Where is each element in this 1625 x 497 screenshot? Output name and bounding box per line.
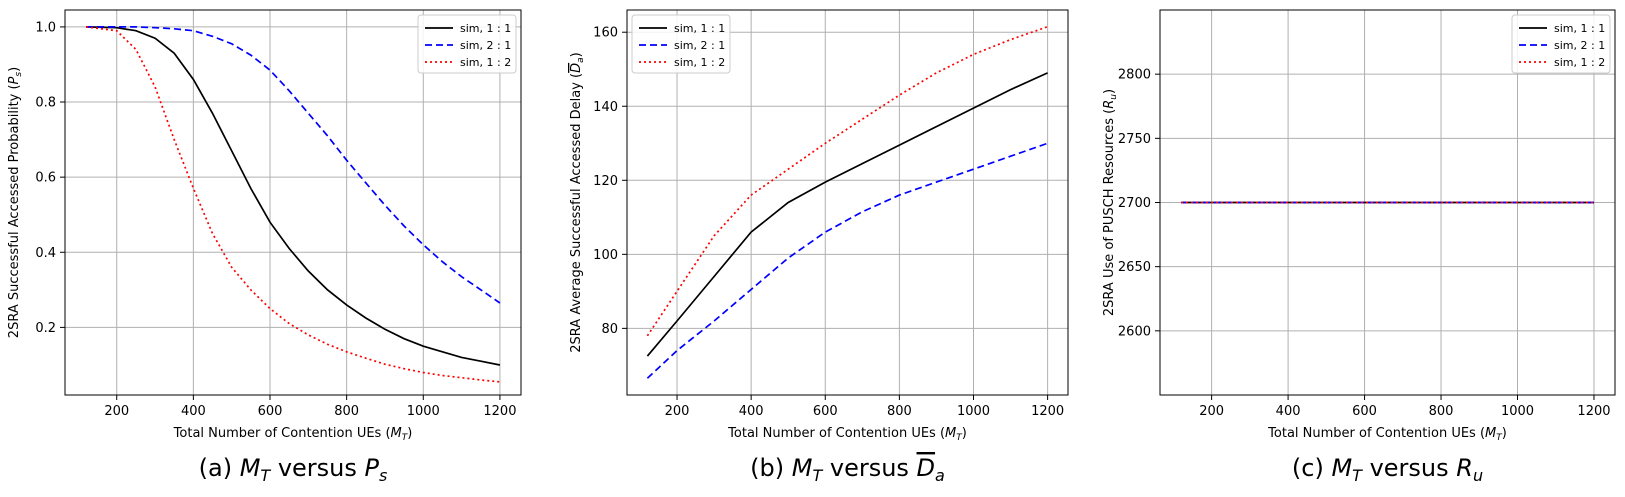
legend-label: sim, 2 : 1 — [674, 39, 725, 52]
x-tick-label: 800 — [1429, 404, 1454, 419]
y-tick-label: 0.8 — [35, 96, 56, 111]
series-line-2 — [86, 26, 501, 304]
y-tick-label: 2600 — [1118, 324, 1151, 339]
y-tick-label: 0.2 — [35, 321, 56, 336]
chart-panel-a: 200 400 600 800 1000 1200 0.2 0.4 0.6 0.8 1.0 Total… — [7, 9, 522, 485]
series-line-2 — [646, 142, 1048, 379]
y-tick-label: 140 — [593, 100, 618, 115]
y-axis-label: 2SRA Use of PUSCH Resources (Ru) — [1102, 89, 1119, 316]
x-tick-label: 1200 — [483, 404, 516, 419]
panel-caption: (a) MT versus Ps — [199, 454, 388, 485]
x-tick-label: 200 — [665, 404, 690, 419]
chart-panel-c: 200 400 600 800 1000 1200 2600 2650 2700 2750 2800… — [1102, 9, 1616, 485]
y-tick-label: 100 — [593, 248, 618, 263]
x-tick-label: 600 — [1352, 404, 1377, 419]
legend-label: sim, 1 : 1 — [1554, 22, 1605, 35]
legend-label: sim, 1 : 1 — [460, 22, 511, 35]
x-tick-label: 200 — [1199, 404, 1224, 419]
series-line-3 — [646, 25, 1048, 337]
y-tick-label: 1.0 — [35, 20, 56, 35]
legend-label: sim, 1 : 1 — [674, 22, 725, 35]
x-tick-label: 1200 — [1577, 404, 1610, 419]
x-tick-label: 800 — [334, 404, 359, 419]
y-tick-label: 0.4 — [35, 246, 56, 261]
y-axis-label: 2SRA Successful Accessed Probability (Ps… — [7, 67, 24, 338]
plot-frame — [626, 9, 1069, 396]
y-tick-label: 2650 — [1118, 260, 1151, 275]
y-axis-label: 2SRA Average Successful Accessed Delay (… — [569, 52, 586, 352]
legend-box — [417, 14, 517, 74]
x-tick-label: 1000 — [407, 404, 440, 419]
y-tick-label: 2750 — [1118, 132, 1151, 147]
x-axis-label: Total Number of Contention UEs (MT) — [727, 426, 967, 443]
legend-label: sim, 1 : 2 — [460, 56, 511, 69]
x-tick-label: 1000 — [957, 404, 990, 419]
x-tick-label: 200 — [104, 404, 129, 419]
chart-panel-b: 200 400 600 800 1000 1200 80 100 120 140 160 Total … — [569, 9, 1069, 485]
legend: sim, 1 : 1 sim, 2 : 1 sim, 1 : 2 — [1511, 14, 1611, 74]
plot-frame — [64, 9, 522, 396]
y-tick-label: 0.6 — [35, 171, 56, 186]
legend: sim, 1 : 1 sim, 2 : 1 sim, 1 : 2 — [417, 14, 517, 74]
x-tick-label: 800 — [887, 404, 912, 419]
y-tick-label: 120 — [593, 174, 618, 189]
series-line-3 — [85, 26, 500, 383]
y-tick-label: 2800 — [1118, 68, 1151, 83]
legend: sim, 1 : 1 sim, 2 : 1 sim, 1 : 2 — [631, 14, 731, 74]
y-tick-label: 80 — [601, 322, 618, 337]
x-tick-label: 1200 — [1031, 404, 1064, 419]
x-tick-label: 400 — [181, 404, 206, 419]
x-axis-label: Total Number of Contention UEs (MT) — [1267, 426, 1507, 443]
y-tick-label: 160 — [593, 26, 618, 41]
x-axis-label: Total Number of Contention UEs (MT) — [173, 426, 413, 443]
legend-label: sim, 1 : 2 — [1554, 56, 1605, 69]
x-tick-label: 1000 — [1501, 404, 1534, 419]
series-line-1 — [86, 26, 501, 366]
legend-label: sim, 2 : 1 — [460, 39, 511, 52]
x-tick-label: 600 — [258, 404, 283, 419]
legend-box — [1511, 14, 1611, 74]
panel-caption: (b) MT versus Da — [750, 454, 945, 485]
x-tick-label: 400 — [1276, 404, 1301, 419]
legend-label: sim, 2 : 1 — [1554, 39, 1605, 52]
series-line-1 — [646, 72, 1048, 357]
panel-caption: (c) MT versus Ru — [1292, 454, 1483, 485]
legend-label: sim, 1 : 2 — [674, 56, 725, 69]
y-tick-label: 2700 — [1118, 196, 1151, 211]
x-tick-label: 600 — [813, 404, 838, 419]
legend-box — [631, 14, 731, 74]
x-tick-label: 400 — [739, 404, 764, 419]
